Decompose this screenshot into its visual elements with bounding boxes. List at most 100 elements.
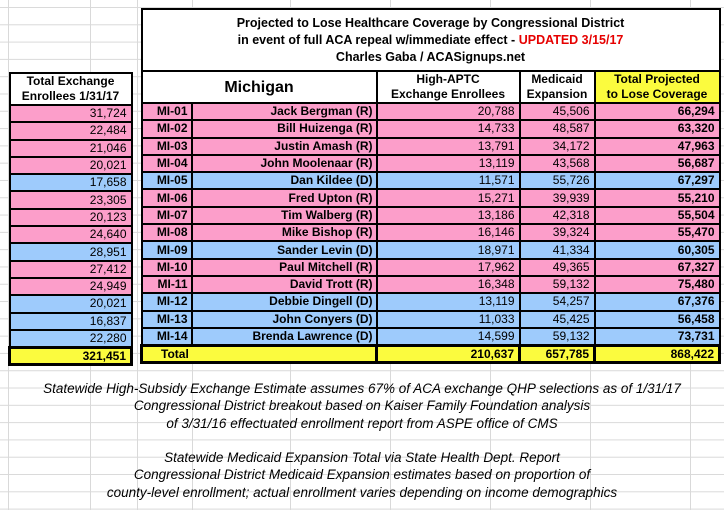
total-label-cell: Total xyxy=(140,344,378,365)
exchange-enrollees-cell: 21,046 xyxy=(8,138,133,158)
representative-cell: Brenda Lawrence (D) xyxy=(190,326,378,347)
high-aptc-cell: 13,186 xyxy=(375,205,521,226)
district-cell: MI-04 xyxy=(140,153,193,174)
district-row: MI-06 Fred Upton (R) 15,271 39,939 55,210 xyxy=(140,188,721,208)
exchange-enrollees-row: 20,021 xyxy=(8,294,133,314)
representative-cell: Mike Bishop (R) xyxy=(190,223,378,243)
exchange-enrollees-column: Total Exchange Enrollees 1/31/17 31,724 2… xyxy=(8,72,133,367)
high-aptc-cell: 13,791 xyxy=(375,136,521,156)
total-projected-cell: 56,458 xyxy=(593,309,721,329)
gridline-vertical xyxy=(137,0,138,510)
header-line: Exchange Enrollees xyxy=(390,87,506,101)
district-cell: MI-12 xyxy=(140,292,193,312)
exchange-enrollees-cell: 27,412 xyxy=(8,259,133,279)
exchange-enrollees-cell: 22,484 xyxy=(8,121,133,141)
medicaid-expansion-cell: 59,132 xyxy=(518,326,596,347)
total-projected-cell: 47,963 xyxy=(593,136,721,156)
district-row: MI-12 Debbie Dingell (D) 13,119 54,257 67,37… xyxy=(140,292,721,312)
district-cell: MI-13 xyxy=(140,309,193,329)
total-projected-cell: 55,210 xyxy=(593,188,721,208)
medicaid-expansion-cell: 41,334 xyxy=(518,240,596,260)
representative-cell: Debbie Dingell (D) xyxy=(190,292,378,312)
medicaid-expansion-cell: 48,587 xyxy=(518,119,596,139)
representative-cell: Tim Walberg (R) xyxy=(190,205,378,226)
district-cell: MI-10 xyxy=(140,257,193,277)
total-projected-cell: 67,376 xyxy=(593,292,721,312)
district-row: MI-10 Paul Mitchell (R) 17,962 49,365 67,327 xyxy=(140,257,721,277)
col-header-total-projected: Total Projected to Lose Coverage xyxy=(593,70,721,104)
representative-cell: Justin Amash (R) xyxy=(190,136,378,156)
exchange-enrollees-row: 21,046 xyxy=(8,138,133,158)
district-cell: MI-14 xyxy=(140,326,193,347)
high-aptc-cell: 16,146 xyxy=(375,223,521,243)
medicaid-expansion-cell: 39,939 xyxy=(518,188,596,208)
total-row: Total 210,637 657,785 868,422 xyxy=(140,344,721,365)
representative-cell: Fred Upton (R) xyxy=(190,188,378,208)
column-header-row: Michigan High-APTC Exchange Enrollees Me… xyxy=(140,70,721,104)
exchange-enrollees-cell: 24,640 xyxy=(8,225,133,245)
header-line: High-APTC xyxy=(416,72,480,86)
exchange-enrollees-row: 24,640 xyxy=(8,225,133,245)
footnote-line: Statewide High-Subsidy Exchange Estimate… xyxy=(43,381,681,396)
medicaid-expansion-cell: 49,365 xyxy=(518,257,596,277)
total-projected-cell: 60,305 xyxy=(593,240,721,260)
representative-cell: Bill Huizenga (R) xyxy=(190,119,378,139)
representative-cell: Paul Mitchell (R) xyxy=(190,257,378,277)
district-cell: MI-11 xyxy=(140,274,193,295)
district-row: MI-05 Dan Kildee (D) 11,571 55,726 67,297 xyxy=(140,171,721,191)
header-line: Medicaid xyxy=(531,72,583,86)
footnote-spacer xyxy=(0,432,724,449)
exchange-enrollees-row: 23,305 xyxy=(8,190,133,210)
representative-cell: Sander Levin (D) xyxy=(190,240,378,260)
total-high-aptc-cell: 210,637 xyxy=(375,344,521,365)
total-projected-cell: 73,731 xyxy=(593,326,721,347)
exchange-enrollees-cell: 23,305 xyxy=(8,190,133,210)
representative-cell: John Moolenaar (R) xyxy=(190,153,378,174)
total-projected-cell: 55,470 xyxy=(593,223,721,243)
footnote-line: county-level enrollment; actual enrollme… xyxy=(106,484,618,500)
high-aptc-cell: 17,962 xyxy=(375,257,521,277)
exchange-enrollees-row: 31,724 xyxy=(8,103,133,124)
gridline-vertical xyxy=(8,0,9,510)
representative-cell: David Trott (R) xyxy=(190,274,378,295)
exchange-enrollees-row: 16,837 xyxy=(8,311,133,331)
district-cell: MI-06 xyxy=(140,188,193,208)
exchange-enrollees-row: 27,412 xyxy=(8,259,133,279)
total-medicaid-cell: 657,785 xyxy=(518,344,596,365)
exchange-enrollees-cell: 31,724 xyxy=(8,103,133,124)
exchange-enrollees-cell: 17,658 xyxy=(8,173,133,193)
representative-cell: Jack Bergman (R) xyxy=(190,101,378,122)
district-row: MI-13 John Conyers (D) 11,033 45,425 56,458 xyxy=(140,309,721,329)
footnote-line: Congressional District breakout based on… xyxy=(133,398,591,414)
exchange-enrollees-row: 28,951 xyxy=(8,242,133,262)
district-cell: MI-09 xyxy=(140,240,193,260)
high-aptc-cell: 11,571 xyxy=(375,171,521,191)
high-aptc-cell: 20,788 xyxy=(375,101,521,122)
footnotes: Statewide High-Subsidy Exchange Estimate… xyxy=(0,380,724,501)
title-line3-credit: Charles Gaba / ACASignups.net xyxy=(335,49,526,64)
header-line: Total Projected xyxy=(614,72,700,86)
col-header-state: Michigan xyxy=(140,70,378,104)
medicaid-expansion-cell: 45,425 xyxy=(518,309,596,329)
title-line2: in event of full ACA repeal w/immediate … xyxy=(237,32,624,47)
exchange-enrollees-cell: 16,837 xyxy=(8,311,133,331)
header-line: to Lose Coverage xyxy=(606,87,708,101)
exchange-enrollees-cell: 22,280 xyxy=(8,328,133,349)
medicaid-expansion-cell: 34,172 xyxy=(518,136,596,156)
header-line: Expansion xyxy=(526,87,588,101)
exchange-enrollees-cell: 24,949 xyxy=(8,276,133,297)
high-aptc-cell: 11,033 xyxy=(375,309,521,329)
exchange-enrollees-header-row: Total Exchange Enrollees 1/31/17 xyxy=(8,72,133,106)
district-row: MI-09 Sander Levin (D) 18,971 41,334 60,305 xyxy=(140,240,721,260)
exchange-enrollees-row: 22,484 xyxy=(8,121,133,141)
district-cell: MI-07 xyxy=(140,205,193,226)
total-projected-cell: 868,422 xyxy=(593,344,721,365)
medicaid-expansion-cell: 55,726 xyxy=(518,171,596,191)
total-projected-cell: 66,294 xyxy=(593,101,721,122)
header-line: Total Exchange xyxy=(26,74,115,88)
exchange-enrollees-cell: 20,021 xyxy=(8,294,133,314)
coverage-table: Projected to Lose Healthcare Coverage by… xyxy=(140,8,721,365)
high-aptc-cell: 13,119 xyxy=(375,292,521,312)
high-aptc-cell: 14,599 xyxy=(375,326,521,347)
